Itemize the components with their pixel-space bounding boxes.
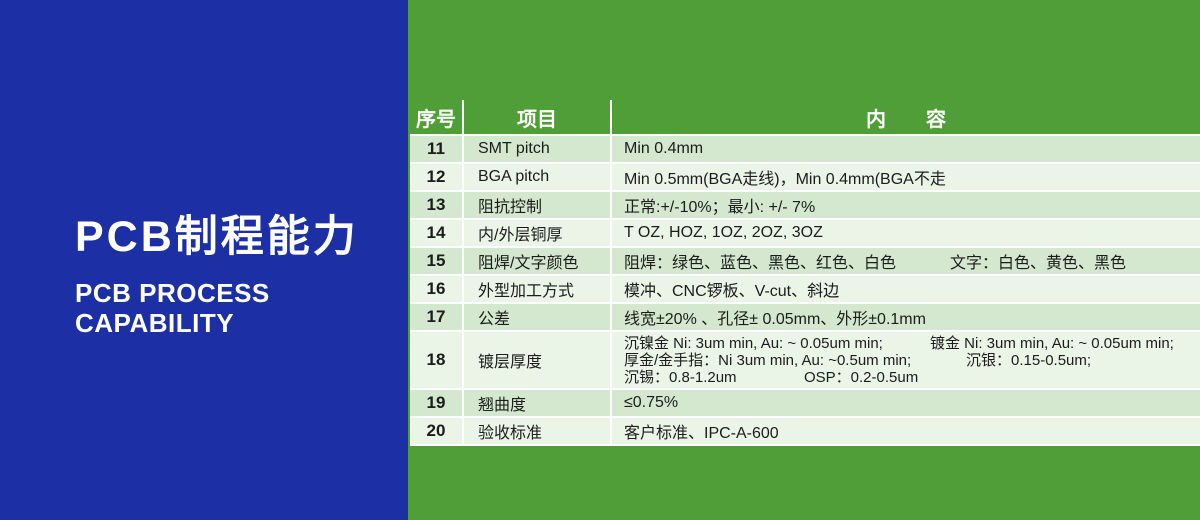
- cell-item: 外型加工方式: [464, 276, 612, 302]
- table-row: 20 验收标准 客户标准、IPC-A-600: [410, 418, 1200, 446]
- osp-spec: OSP：0.2-0.5um: [804, 369, 919, 386]
- pcb-capability-table: 序号 项目 内 容 11 SMT pitch Min 0.4mm 12 BGA …: [410, 100, 1200, 446]
- immersion-silver-spec: 沉银：0.15-0.5um;: [966, 352, 1092, 369]
- cell-content: 沉镍金 Ni: 3um min, Au: ~ 0.05um min; 镀金 Ni…: [612, 332, 1200, 388]
- left-panel: PCB制程能力 PCB PROCESS CAPABILITY: [0, 0, 408, 520]
- plating-line-3: 沉锡：0.8-1.2um OSP：0.2-0.5um: [624, 369, 1200, 386]
- table-row: 14 内/外层铜厚 T OZ, HOZ, 1OZ, 2OZ, 3OZ: [410, 220, 1200, 248]
- cell-no: 11: [410, 136, 464, 162]
- cell-no: 12: [410, 164, 464, 190]
- cell-item: BGA pitch: [464, 164, 612, 190]
- cell-no: 19: [410, 390, 464, 416]
- plating-line-2: 厚金/金手指：Ni 3um min, Au: ~0.5um min; 沉银：0.…: [624, 352, 1200, 369]
- cell-content: 正常:+/-10%；最小: +/- 7%: [624, 199, 816, 216]
- cell-no: 13: [410, 192, 464, 218]
- cell-content: T OZ, HOZ, 1OZ, 2OZ, 3OZ: [624, 224, 823, 241]
- cell-item: 验收标准: [464, 418, 612, 444]
- cell-no: 14: [410, 220, 464, 246]
- page-subtitle: PCB PROCESS CAPABILITY: [75, 278, 359, 338]
- cell-item: 阻焊/文字颜色: [464, 248, 612, 274]
- cell-no: 20: [410, 418, 464, 444]
- gold-plating-spec: 镀金 Ni: 3um min, Au: ~ 0.05um min;: [930, 335, 1174, 352]
- cell-no: 15: [410, 248, 464, 274]
- solder-mask-colors: 阻焊：绿色、蓝色、黑色、红色、白色: [624, 255, 897, 272]
- cell-no: 18: [410, 332, 464, 388]
- table-row: 13 阻抗控制 正常:+/-10%；最小: +/- 7%: [410, 192, 1200, 220]
- cell-item: SMT pitch: [464, 136, 612, 162]
- table-row: 11 SMT pitch Min 0.4mm: [410, 136, 1200, 164]
- table-row: 17 公差 线宽±20% 、孔径± 0.05mm、外形±0.1mm: [410, 304, 1200, 332]
- table-row: 19 翘曲度 ≤0.75%: [410, 390, 1200, 418]
- table-row: 18 镀层厚度 沉镍金 Ni: 3um min, Au: ~ 0.05um mi…: [410, 332, 1200, 390]
- cell-content: Min 0.4mm: [624, 140, 704, 157]
- cell-item: 内/外层铜厚: [464, 220, 612, 246]
- cell-content: 线宽±20% 、孔径± 0.05mm、外形±0.1mm: [624, 311, 926, 328]
- hard-gold-spec: 厚金/金手指：Ni 3um min, Au: ~0.5um min;: [624, 352, 912, 369]
- table-row: 12 BGA pitch Min 0.5mm(BGA走线)，Min 0.4mm(…: [410, 164, 1200, 192]
- header-no: 序号: [410, 100, 464, 134]
- cell-item: 翘曲度: [464, 390, 612, 416]
- cell-item: 阻抗控制: [464, 192, 612, 218]
- cell-content: 阻焊：绿色、蓝色、黑色、红色、白色 文字：白色、黄色、黑色: [612, 248, 1200, 274]
- immersion-tin-spec: 沉锡：0.8-1.2um: [624, 369, 737, 386]
- right-panel: 序号 项目 内 容 11 SMT pitch Min 0.4mm 12 BGA …: [408, 0, 1200, 520]
- title-block: PCB制程能力 PCB PROCESS CAPABILITY: [75, 212, 359, 338]
- cell-content: 模冲、CNC锣板、V-cut、斜边: [624, 283, 840, 300]
- cell-content: 客户标准、IPC-A-600: [624, 425, 779, 442]
- legend-colors: 文字：白色、黄色、黑色: [950, 255, 1127, 272]
- cell-content: ≤0.75%: [624, 394, 679, 411]
- table-row: 16 外型加工方式 模冲、CNC锣板、V-cut、斜边: [410, 276, 1200, 304]
- cell-no: 17: [410, 304, 464, 330]
- subtitle-line-1: PCB PROCESS: [75, 278, 270, 308]
- subtitle-line-2: CAPABILITY: [75, 308, 235, 338]
- page-title: PCB制程能力: [75, 213, 359, 261]
- header-item: 项目: [464, 100, 612, 134]
- header-content: 内 容: [866, 108, 946, 131]
- cell-item: 镀层厚度: [464, 332, 612, 388]
- plating-line-1: 沉镍金 Ni: 3um min, Au: ~ 0.05um min; 镀金 Ni…: [624, 335, 1200, 352]
- cell-content: Min 0.5mm(BGA走线)，Min 0.4mm(BGA不走: [624, 171, 946, 188]
- enig-spec: 沉镍金 Ni: 3um min, Au: ~ 0.05um min;: [624, 335, 883, 352]
- table-row: 15 阻焊/文字颜色 阻焊：绿色、蓝色、黑色、红色、白色 文字：白色、黄色、黑色: [410, 248, 1200, 276]
- cell-no: 16: [410, 276, 464, 302]
- cell-item: 公差: [464, 304, 612, 330]
- table-header-row: 序号 项目 内 容: [410, 100, 1200, 136]
